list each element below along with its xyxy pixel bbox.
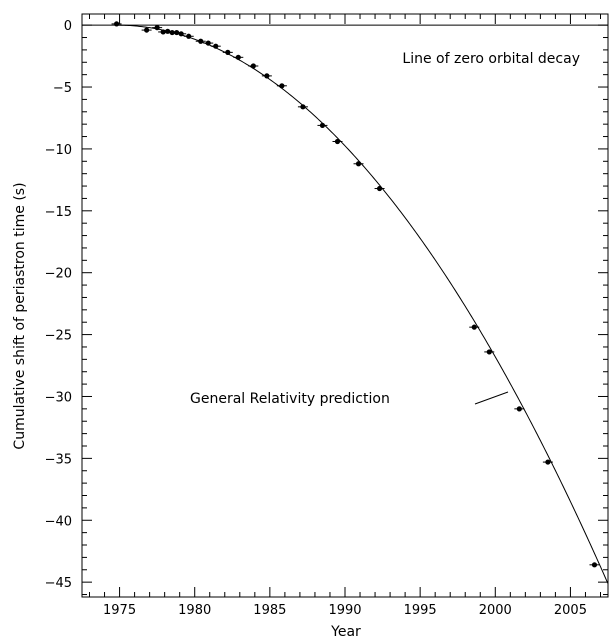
data-point (178, 31, 184, 37)
x-tick-label: 1975 (103, 603, 136, 618)
y-tick-label: −30 (45, 390, 72, 405)
data-point (205, 40, 211, 46)
curve-label-pointer (474, 391, 509, 405)
data-point (160, 29, 166, 35)
x-tick-label: 1985 (253, 603, 286, 618)
data-point (165, 28, 171, 34)
y-tick-label: −35 (45, 452, 72, 467)
data-point (186, 33, 192, 39)
data-point (154, 25, 160, 31)
x-axis-title: Year (330, 624, 361, 639)
data-point (376, 185, 383, 192)
y-tick-label: −45 (45, 576, 72, 591)
data-point (235, 54, 241, 60)
y-tick-label: 0 (64, 19, 72, 34)
y-axis-title: Cumulative shift of periastron time (s) (12, 182, 28, 449)
y-tick-label: −25 (45, 329, 72, 344)
data-point (113, 21, 120, 27)
x-tick-label: 2000 (479, 603, 512, 618)
data-point (225, 49, 231, 55)
data-point (486, 349, 492, 355)
tick-labels-layer: 1975 1980 1985 1990 1995 2000 2005 0 −5 −10 −15 −20… (45, 19, 587, 618)
data-point (319, 122, 326, 129)
data-point (591, 562, 598, 568)
data-point (355, 161, 362, 167)
data-point (198, 38, 204, 44)
y-tick-label: −15 (45, 205, 72, 220)
points-layer (111, 21, 600, 568)
data-point (471, 324, 477, 330)
data-point (250, 63, 256, 69)
data-point (334, 138, 341, 145)
ticks-layer (82, 14, 608, 597)
data-point (516, 406, 522, 412)
data-point (279, 83, 285, 89)
data-point (545, 459, 551, 465)
y-tick-label: −20 (45, 267, 72, 282)
zero-line-label: Line of zero orbital decay (402, 51, 580, 67)
y-tick-label: −5 (53, 81, 72, 96)
data-point (144, 27, 150, 33)
y-tick-label: −40 (45, 514, 72, 529)
data-point (174, 29, 180, 36)
x-tick-label: 1980 (178, 603, 211, 618)
x-tick-label: 1995 (404, 603, 437, 618)
data-point (213, 43, 219, 49)
data-point (264, 73, 270, 79)
x-tick-label: 1990 (328, 603, 361, 618)
y-tick-label: −10 (45, 143, 72, 158)
x-tick-label: 2005 (554, 603, 587, 618)
plot-frame (81, 13, 609, 598)
data-point (300, 104, 306, 110)
curve-label: General Relativity prediction (190, 391, 390, 407)
